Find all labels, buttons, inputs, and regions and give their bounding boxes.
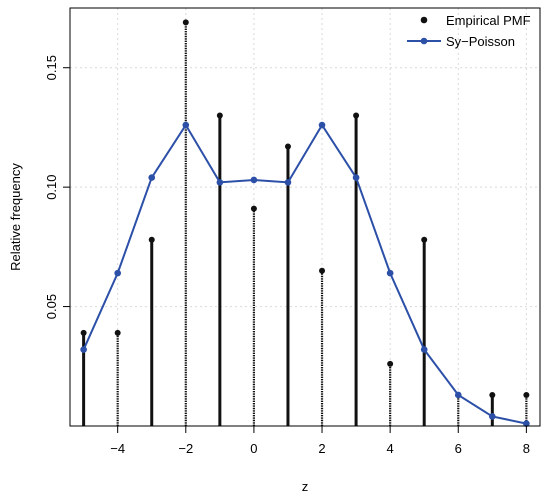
- empirical-point: [353, 112, 360, 119]
- y-tick-label: 0.15: [44, 55, 59, 80]
- empirical-point: [523, 391, 530, 398]
- empirical-point: [216, 112, 223, 119]
- empirical-point: [284, 143, 291, 150]
- y-axis-title: Relative frequency: [8, 163, 23, 271]
- empirical-point: [114, 329, 121, 336]
- empirical-point: [250, 205, 257, 212]
- sy-poisson-series: [80, 121, 530, 427]
- sy-poisson-point: [216, 179, 224, 186]
- x-tick-label: 4: [387, 441, 394, 456]
- empirical-point: [489, 391, 496, 398]
- empirical-point: [182, 19, 189, 26]
- sy-poisson-line: [82, 123, 527, 425]
- sy-poisson-point: [182, 121, 190, 129]
- sy-poisson-point: [80, 346, 87, 353]
- empirical-point: [80, 329, 87, 336]
- sy-poisson-point: [250, 176, 258, 184]
- empirical-point: [387, 360, 394, 367]
- sy-poisson-point: [318, 121, 326, 129]
- sy-poisson-point: [352, 174, 360, 181]
- legend-sypoisson-marker: [420, 37, 428, 45]
- empirical-point: [421, 236, 428, 243]
- sy-poisson-point: [386, 269, 394, 277]
- legend-sypoisson-label: Sy−Poisson: [446, 34, 515, 49]
- empirical-pmf-series: [80, 19, 530, 426]
- x-tick-label: 6: [455, 441, 462, 456]
- sy-poisson-point: [489, 413, 496, 420]
- plot-frame: [69, 7, 541, 427]
- legend: Empirical PMF Sy−Poisson: [407, 13, 531, 49]
- sy-poisson-point: [454, 391, 462, 399]
- axes: −4 −2 0 2 4 6 8 0.05 0.10 0.15: [44, 55, 530, 456]
- y-tick-label: 0.05: [44, 294, 59, 319]
- x-tick-label: 8: [523, 441, 530, 456]
- sy-poisson-point: [523, 420, 530, 427]
- sy-poisson-point: [114, 269, 121, 277]
- sy-poisson-point: [284, 179, 292, 186]
- x-tick-label: 2: [318, 441, 325, 456]
- x-tick-label: 0: [250, 441, 257, 456]
- y-tick-label: 0.10: [44, 174, 59, 199]
- legend-empirical-marker: [420, 16, 428, 24]
- grid: [70, 8, 540, 426]
- x-axis-title: z: [302, 479, 309, 494]
- x-tick-label: −4: [110, 441, 125, 456]
- sy-poisson-point: [148, 174, 156, 181]
- legend-empirical-label: Empirical PMF: [446, 13, 531, 28]
- empirical-point: [319, 267, 326, 274]
- x-tick-label: −2: [178, 441, 193, 456]
- empirical-point: [148, 236, 155, 243]
- sy-poisson-point: [420, 346, 428, 353]
